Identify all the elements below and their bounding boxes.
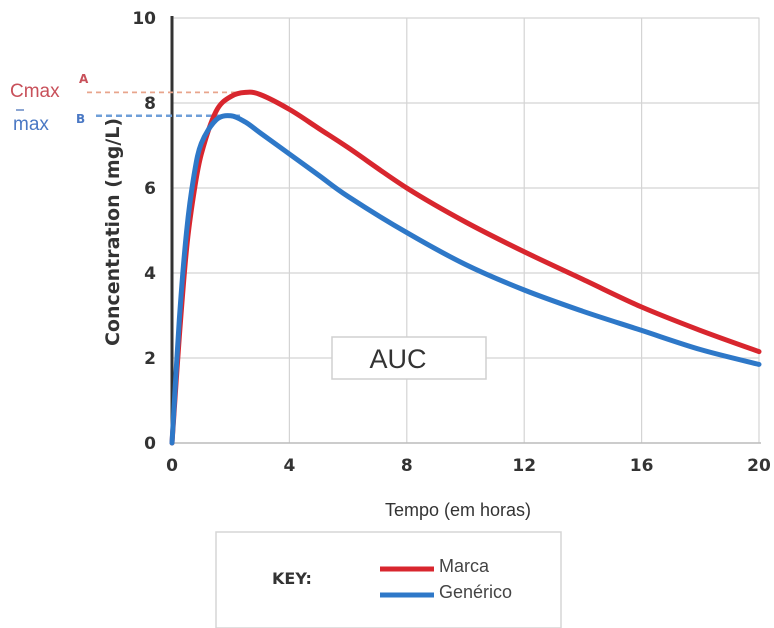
y-tick-label: 2 [144, 349, 156, 369]
cmax-b-tag: B [76, 112, 85, 126]
y-tick-label: 4 [144, 264, 156, 284]
legend: KEY: Marca Genérico [215, 531, 562, 628]
x-tick-labels: 0 4 8 12 16 20 [166, 456, 771, 476]
legend-title: KEY: [272, 569, 312, 588]
legend-label: Genérico [439, 582, 512, 602]
y-tick-label: 6 [144, 179, 156, 199]
y-tick-labels: 0 2 4 6 8 10 [132, 9, 156, 454]
y-tick-label: 8 [144, 94, 156, 114]
cmax-b-label: max [13, 114, 49, 135]
grid-lines [172, 17, 760, 443]
legend-label: Marca [439, 556, 490, 576]
x-axis-label: Tempo (em horas) [385, 500, 531, 520]
y-tick-label: 10 [132, 9, 156, 29]
x-tick-label: 16 [630, 456, 654, 476]
x-tick-label: 20 [747, 456, 771, 476]
y-axis-label: Concentration (mg/L) [102, 118, 124, 346]
series-line-generico [169, 113, 762, 446]
auc-box: AUC [331, 336, 487, 380]
x-tick-label: 4 [283, 456, 295, 476]
x-tick-label: 12 [512, 456, 536, 476]
series-lines [169, 89, 762, 446]
legend-items: Marca Genérico [380, 556, 512, 602]
auc-label: AUC [369, 344, 426, 374]
cmax-a-label: Cmax [10, 81, 60, 102]
y-tick-label: 0 [144, 434, 156, 454]
cmax-a-tag: A [79, 72, 89, 86]
x-tick-label: 8 [401, 456, 413, 476]
x-tick-label: 0 [166, 456, 178, 476]
auc-frame [331, 336, 487, 380]
legend-frame [215, 531, 562, 628]
